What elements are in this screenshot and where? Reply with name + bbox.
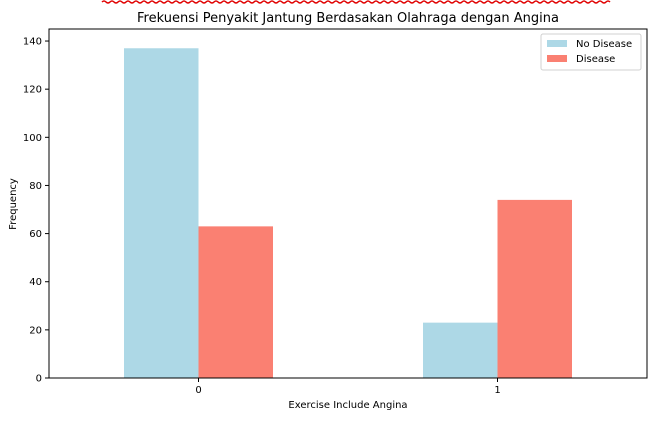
y-tick-label: 20 xyxy=(29,325,42,336)
legend: No Disease Disease xyxy=(540,33,642,71)
bar-disease-1 xyxy=(497,199,572,378)
bar-no-disease-0 xyxy=(124,48,199,378)
y-tick-label: 80 xyxy=(29,181,42,192)
chart-title: Frekuensi Penyakit Jantung Berdasakan Ol… xyxy=(137,11,559,26)
bars-group xyxy=(124,48,572,378)
y-tick-label: 140 xyxy=(23,37,42,48)
y-tick-label: 60 xyxy=(29,229,42,240)
y-axis: 0 20 40 60 80 100 120 140 xyxy=(23,37,49,385)
legend-label: Disease xyxy=(576,54,615,65)
x-tick-label: 1 xyxy=(494,385,500,396)
y-tick-label: 100 xyxy=(23,133,42,144)
y-tick-label: 120 xyxy=(23,85,42,96)
bar-no-disease-1 xyxy=(423,322,498,378)
y-axis-label: Frequency xyxy=(8,178,19,230)
bar-disease-0 xyxy=(198,226,273,378)
top-squiggle-decoration xyxy=(101,0,611,4)
legend-swatch-no-disease xyxy=(547,40,567,47)
y-tick-label: 0 xyxy=(36,374,42,385)
x-tick-label: 0 xyxy=(195,385,201,396)
plot-frame xyxy=(48,28,648,379)
x-axis-label: Exercise Include Angina xyxy=(288,400,407,411)
legend-label: No Disease xyxy=(576,39,632,50)
y-tick-label: 40 xyxy=(29,277,42,288)
legend-swatch-disease xyxy=(547,55,567,62)
